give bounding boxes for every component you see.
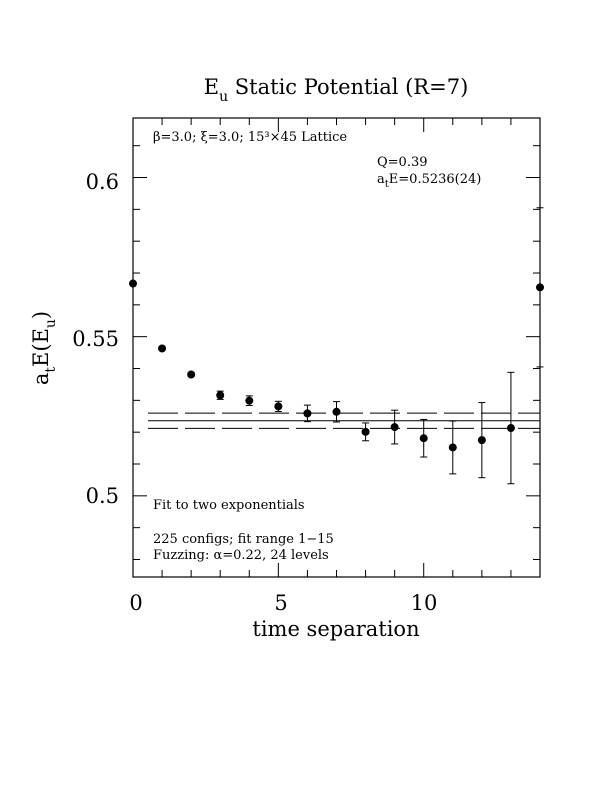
configs-label: 225 configs; fit range 1−15 xyxy=(153,532,334,547)
x-axis-label: time separation xyxy=(252,617,419,641)
data-points xyxy=(129,207,544,485)
data-point-0 xyxy=(129,279,137,288)
axis-ticks xyxy=(132,118,541,577)
y-tick-label-0.5: 0.5 xyxy=(86,484,119,508)
x-tick-label-10: 10 xyxy=(411,591,438,615)
data-point-2 xyxy=(187,370,196,379)
data-point-14 xyxy=(536,283,544,292)
y-tick-label-0.6: 0.6 xyxy=(86,170,119,194)
chart-title: Eu Static Potential (R=7) xyxy=(204,75,469,105)
data-point-12 xyxy=(477,436,486,445)
x-tick-label-0: 0 xyxy=(129,591,142,615)
data-point-6 xyxy=(303,409,312,418)
x-tick-label-5: 5 xyxy=(274,591,287,615)
y-tick-label-0.55: 0.55 xyxy=(72,327,119,351)
data-point-13 xyxy=(506,424,515,433)
q-value-label: Q=0.39 xyxy=(377,155,428,170)
data-point-1 xyxy=(158,344,167,353)
data-point-10 xyxy=(419,434,428,443)
data-point-9 xyxy=(390,423,399,432)
y-axis-label: atE(Eu) xyxy=(29,311,59,385)
lattice-params-label: β=3.0; ξ=3.0; 15³×45 Lattice xyxy=(153,130,347,145)
fuzzing-label: Fuzzing: α=0.22, 24 levels xyxy=(153,548,329,563)
data-point-3 xyxy=(216,391,225,400)
data-point-7 xyxy=(332,407,341,416)
fit-type-label: Fit to two exponentials xyxy=(153,498,305,513)
data-point-4 xyxy=(245,396,254,405)
data-point-5 xyxy=(274,402,283,411)
fit-band xyxy=(148,412,540,429)
data-point-11 xyxy=(448,443,457,452)
data-point-8 xyxy=(361,427,370,436)
energy-label: atE=0.5236(24) xyxy=(377,172,481,190)
